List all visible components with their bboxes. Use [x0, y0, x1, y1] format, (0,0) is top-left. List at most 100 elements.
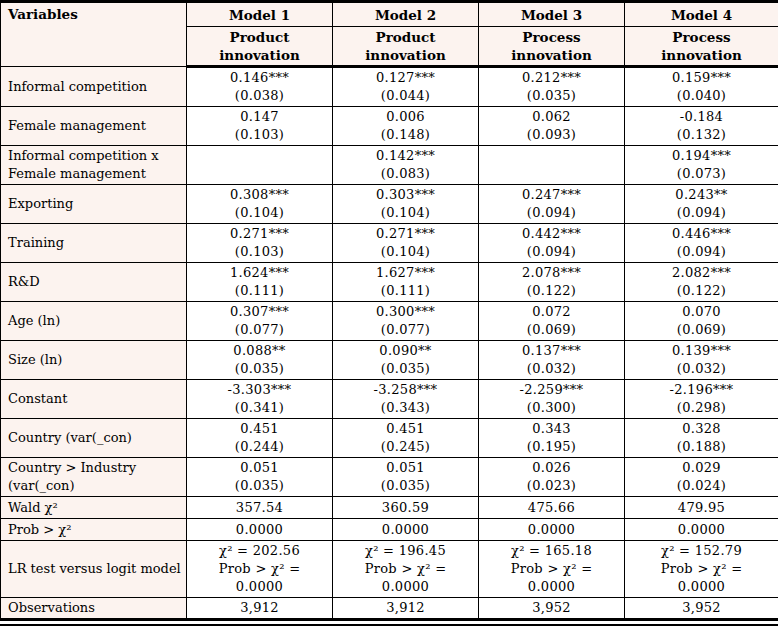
value-line: (0.040) [627, 87, 776, 105]
table-header: Variables Model 1 Model 2 Model 3 Model … [1, 2, 778, 67]
table-row: Exporting0.308***(0.104)0.303***(0.104)0… [1, 185, 778, 224]
value-cell: 0.212***(0.035) [479, 67, 625, 107]
row-label: Country (var(_con) [1, 419, 187, 458]
value-line: 2.082*** [627, 264, 776, 282]
value-line: 0.0000 [481, 578, 622, 596]
value-line: (0.094) [627, 204, 776, 222]
value-line: 0.0000 [335, 578, 476, 596]
row-label: Prob > χ² [1, 519, 187, 541]
value-line: 0.343 [481, 420, 622, 438]
value-cell [479, 146, 625, 185]
value-cell: 1.624***(0.111) [187, 263, 333, 302]
value-cell: 0.307***(0.077) [187, 302, 333, 341]
row-label: Constant [1, 380, 187, 419]
outcome-line: Product [189, 28, 330, 46]
table-row: Country > Industry (var(_con)0.051(0.035… [1, 458, 778, 497]
value-line: 0.0000 [189, 578, 330, 596]
value-line: 0.243** [627, 186, 776, 204]
value-line: 0.300*** [335, 303, 476, 321]
value-line: (0.104) [335, 204, 476, 222]
table-body: Informal competition0.146***(0.038)0.127… [1, 67, 778, 620]
value-cell: -2.259***(0.300) [479, 380, 625, 419]
value-line: (0.104) [335, 243, 476, 261]
value-cell: 0.451(0.244) [187, 419, 333, 458]
value-cell: 0.006(0.148) [333, 107, 479, 146]
value-line: 0.137*** [481, 342, 622, 360]
value-cell: -3.303***(0.341) [187, 380, 333, 419]
value-line: 0.0000 [335, 521, 476, 539]
value-cell: 3,952 [625, 598, 778, 620]
value-cell: 0.343(0.195) [479, 419, 625, 458]
row-label: Informal competition x Female management [1, 146, 187, 185]
value-line: 0.090** [335, 342, 476, 360]
value-line: (0.035) [189, 477, 330, 495]
value-cell: 0.308***(0.104) [187, 185, 333, 224]
table-row: LR test versus logit modelχ² = 202.56Pro… [1, 541, 778, 598]
value-cell: 360.59 [333, 497, 479, 519]
row-label: Informal competition [1, 67, 187, 107]
model-3-header-cell: Model 3 [479, 2, 625, 27]
value-cell: 0.442***(0.094) [479, 224, 625, 263]
value-line: (0.122) [627, 282, 776, 300]
value-line: 0.142*** [335, 147, 476, 165]
value-line: χ² = 196.45 [335, 542, 476, 560]
value-line: 3,952 [481, 599, 622, 617]
value-cell: 0.243**(0.094) [625, 185, 778, 224]
value-line: 475.66 [481, 499, 622, 517]
value-cell: 0.146***(0.038) [187, 67, 333, 107]
value-line: 2.078*** [481, 264, 622, 282]
value-line: 0.303*** [335, 186, 476, 204]
model-4-header-cell: Model 4 [625, 2, 778, 27]
value-line: (0.069) [627, 321, 776, 339]
value-cell: -3.258***(0.343) [333, 380, 479, 419]
value-line: χ² = 152.79 [627, 542, 776, 560]
value-cell: 3,912 [187, 598, 333, 620]
value-cell: 0.0000 [333, 519, 479, 541]
value-cell: 0.328(0.188) [625, 419, 778, 458]
value-line: (0.024) [627, 477, 776, 495]
value-line: 3,912 [335, 599, 476, 617]
value-line: 479.95 [627, 499, 776, 517]
table-row: Observations3,9123,9123,9523,952 [1, 598, 778, 620]
model-2-header-cell: Model 2 [333, 2, 479, 27]
row-label: Age (ln) [1, 302, 187, 341]
value-line: (0.035) [335, 360, 476, 378]
value-cell: 0.271***(0.103) [187, 224, 333, 263]
model-name-row: Variables Model 1 Model 2 Model 3 Model … [1, 2, 778, 27]
outcome-line: Process [481, 28, 622, 46]
value-line: 0.088** [189, 342, 330, 360]
table-row: Training0.271***(0.103)0.271***(0.104)0.… [1, 224, 778, 263]
value-line: 0.0000 [481, 521, 622, 539]
value-cell: χ² = 165.18Prob > χ² =0.0000 [479, 541, 625, 598]
value-line: (0.077) [189, 321, 330, 339]
value-line: (0.111) [189, 282, 330, 300]
value-line: Prob > χ² = [627, 560, 776, 578]
value-cell: 0.451(0.245) [333, 419, 479, 458]
value-cell: χ² = 196.45Prob > χ² =0.0000 [333, 541, 479, 598]
value-line: (0.035) [189, 360, 330, 378]
value-line: (0.195) [481, 438, 622, 456]
value-cell: 0.0000 [479, 519, 625, 541]
value-line: (0.032) [627, 360, 776, 378]
value-cell: 0.446***(0.094) [625, 224, 778, 263]
value-line: 0.446*** [627, 225, 776, 243]
value-cell: 1.627***(0.111) [333, 263, 479, 302]
table-row: Prob > χ²0.00000.00000.00000.0000 [1, 519, 778, 541]
value-line: 0.442*** [481, 225, 622, 243]
model-2-outcome-cell: Product innovation [333, 27, 479, 67]
value-line: -0.184 [627, 108, 776, 126]
value-cell: 0.029(0.024) [625, 458, 778, 497]
value-line: 3,952 [627, 599, 776, 617]
row-label: Country > Industry (var(_con) [1, 458, 187, 497]
row-label: Wald χ² [1, 497, 187, 519]
value-cell: 0.247***(0.094) [479, 185, 625, 224]
table-row: Constant-3.303***(0.341)-3.258***(0.343)… [1, 380, 778, 419]
table-row: Informal competition x Female management… [1, 146, 778, 185]
value-line: 0.146*** [189, 69, 330, 87]
value-line: 0.0000 [627, 578, 776, 596]
value-line: 0.451 [335, 420, 476, 438]
value-cell: 0.271***(0.104) [333, 224, 479, 263]
value-line: (0.300) [481, 399, 622, 417]
value-line: 0.062 [481, 108, 622, 126]
value-cell: 0.026(0.023) [479, 458, 625, 497]
